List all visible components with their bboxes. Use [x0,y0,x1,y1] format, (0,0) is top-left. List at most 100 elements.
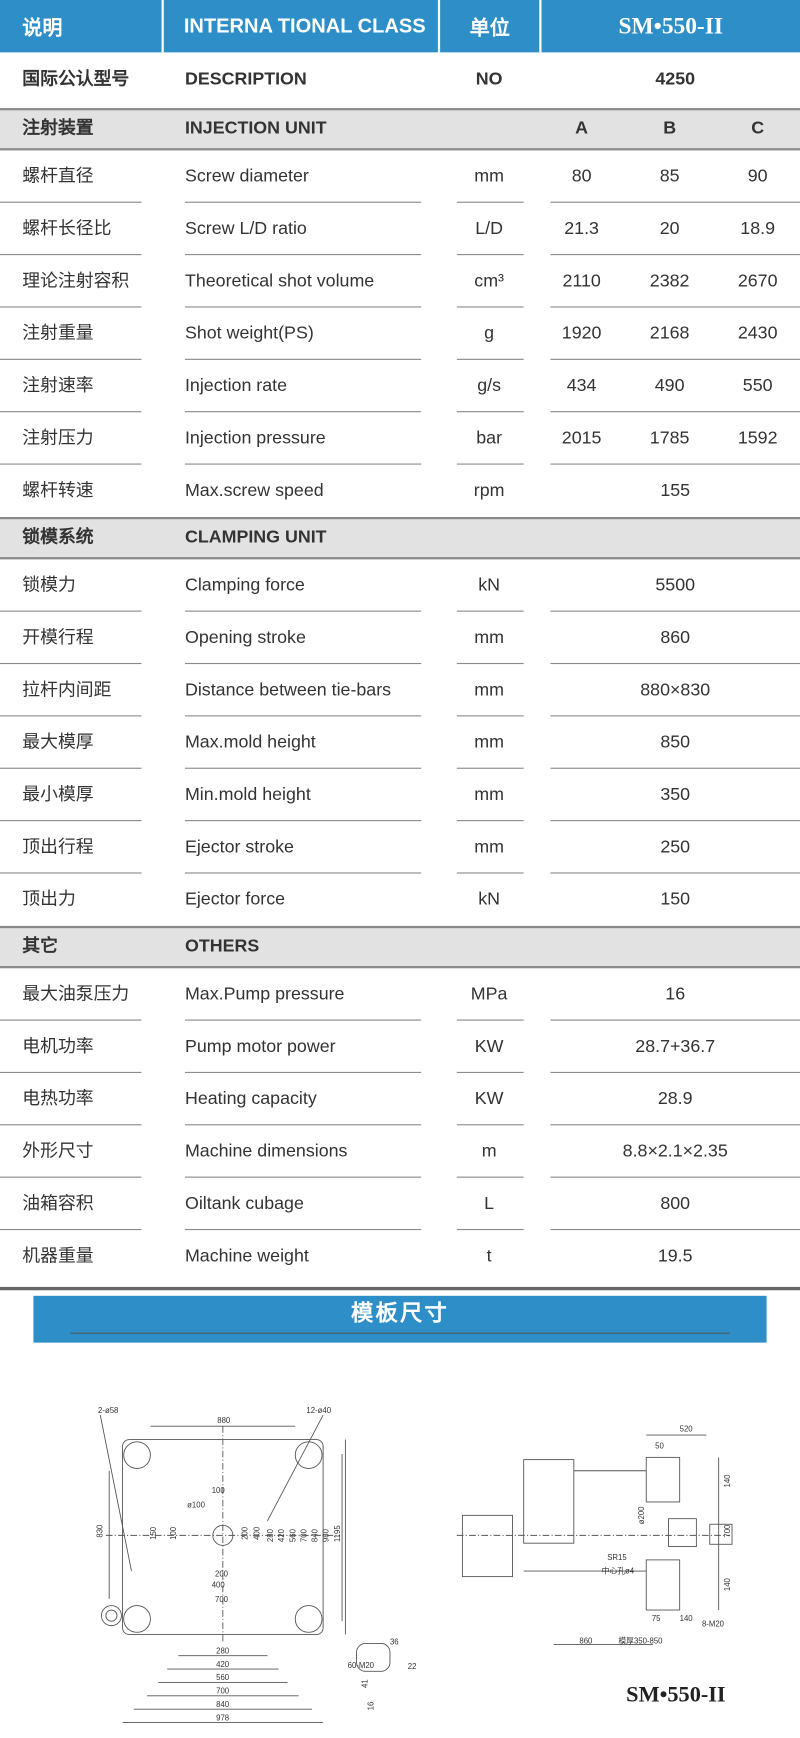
label-cn: 国际公认型号 [22,70,130,90]
value-c: 2430 [737,324,778,344]
unit: mm [474,628,504,648]
value: 5500 [655,576,696,595]
label-en: Distance between tie-bars [184,680,392,700]
value: 16 [665,984,686,1004]
label-cn: 螺杆长径比 [22,219,112,239]
label-cn: 开模行程 [22,628,94,648]
value-b: 2382 [649,271,690,291]
dimension-label: 16 [366,1702,375,1711]
dimension-label: 12-ø40 [306,1406,331,1415]
value: 350 [660,785,691,805]
unit: mm [474,167,504,187]
label-cn: 最小模厚 [22,785,94,805]
label-en: Clamping force [184,576,305,595]
variant-b: B [663,119,677,139]
table-header: 说明 INTERNA TIONAL CLASS 单位 SM•550-II [0,0,800,53]
dimension-label: 41 [361,1679,370,1688]
unit: t [486,1246,492,1266]
label-en: Min.mold height [184,785,311,805]
label-en: Injection rate [184,376,288,396]
unit: g [484,324,495,344]
dimension-label: 100 [212,1486,226,1495]
unit: mm [474,733,504,753]
label-cn: 顶出力 [22,890,76,910]
label-en: Screw L/D ratio [184,219,307,239]
unit: kN [478,890,501,910]
table-row: 外形尺寸 Machine dimensions m 8.8×2.1×2.35 [0,1125,800,1178]
value-c: 90 [747,167,768,187]
variant-c: C [751,119,765,139]
label-cn: 理论注射容积 [22,271,130,291]
dimension-label: 150 [149,1526,158,1540]
tie-bar-hole [294,1441,323,1469]
unit: mm [474,785,504,805]
dimension-label: 840 [216,1700,230,1709]
table-row: 螺杆转速 Max.screw speed rpm 155 [0,465,800,517]
table-row: 顶出力 Ejector force kN 150 [0,874,800,926]
label-cn: 油箱容积 [22,1194,94,1214]
section-title-en: OTHERS [184,937,260,956]
platen-drawing: 2-ø58 12-ø40 880 830 ø100 100 150 100 200 200 400 4… [96,1406,733,1727]
table-row: 开模行程 Opening stroke mm 860 [0,612,800,665]
dimension-label: ø200 [637,1506,646,1524]
dimension-label: 2-ø58 [98,1406,118,1415]
label-en: Ejector force [184,890,286,910]
dimension-label: 400 [253,1526,262,1540]
value: 8.8×2.1×2.35 [622,1142,728,1162]
label-en: DESCRIPTION [184,70,307,90]
unit: mm [474,837,504,857]
table-row: 理论注射容积 Theoretical shot volume cm³ 2110 2382… [0,255,800,308]
value-b: 85 [659,167,680,187]
unit: cm³ [474,271,504,291]
label-en: Machine dimensions [184,1142,348,1162]
dimension-label: 中心孔ø4 [602,1565,635,1575]
label-en: Opening stroke [184,628,306,648]
unit: g/s [477,376,502,396]
dimension-label: 520 [680,1425,694,1434]
variant-a: A [575,119,589,139]
value: 250 [660,837,691,857]
dimension-label: 980 [322,1528,331,1542]
value-c: 18.9 [740,219,776,239]
dimension-label: SR15 [607,1553,626,1562]
dimension-label: 60-M20 [348,1661,375,1670]
unit: rpm [473,481,505,501]
dimension-label: 36 [390,1638,399,1647]
dimension-label: 700 [215,1595,229,1604]
section-title-en: INJECTION UNIT [184,119,327,139]
table-row: 机器重量 Machine weight t 19.5 [0,1230,800,1282]
dimension-label: 200 [215,1570,229,1579]
section-title-en: CLAMPING UNIT [184,528,327,548]
unit: L/D [475,219,504,239]
dimension-label: 880 [217,1416,231,1425]
value: 860 [660,628,691,648]
value: 28.9 [657,1089,693,1109]
header-description-cn: 说明 [0,0,164,53]
value-b: 20 [659,219,680,239]
label-cn: 顶出行程 [22,837,94,857]
dimension-label: 140 [723,1577,732,1591]
value-c: 550 [742,376,773,396]
table-row: 螺杆长径比 Screw L/D ratio L/D 21.3 20 18.9 [0,203,800,256]
value-b: 2168 [649,324,690,344]
intl-model-row: 国际公认型号 DESCRIPTION NO 4250 [0,52,800,108]
dimension-label: 860 [579,1636,593,1645]
section-title-cn: 其它 [22,937,58,956]
value: 850 [660,733,691,753]
dimension-label: 560 [288,1528,297,1542]
label-en: Theoretical shot volume [184,271,375,291]
unit: kN [478,576,501,595]
value-a: 434 [566,376,597,396]
template-size-banner: 模板尺寸 [33,1295,767,1343]
label-cn: 机器重量 [22,1246,94,1266]
value-a: 2110 [562,271,601,291]
label-cn: 注射重量 [22,324,94,344]
header-unit: 单位 [440,0,542,53]
table-row: 电机功率 Pump motor power KW 28.7+36.7 [0,1021,800,1073]
unit: L [484,1194,495,1214]
label-cn: 螺杆转速 [22,481,94,501]
dimension-label: ø100 [187,1501,205,1510]
banner-title: 模板尺寸 [350,1301,450,1326]
table-row: 螺杆直径 Screw diameter mm 80 85 90 [0,150,800,203]
value-c: 1592 [737,428,778,448]
